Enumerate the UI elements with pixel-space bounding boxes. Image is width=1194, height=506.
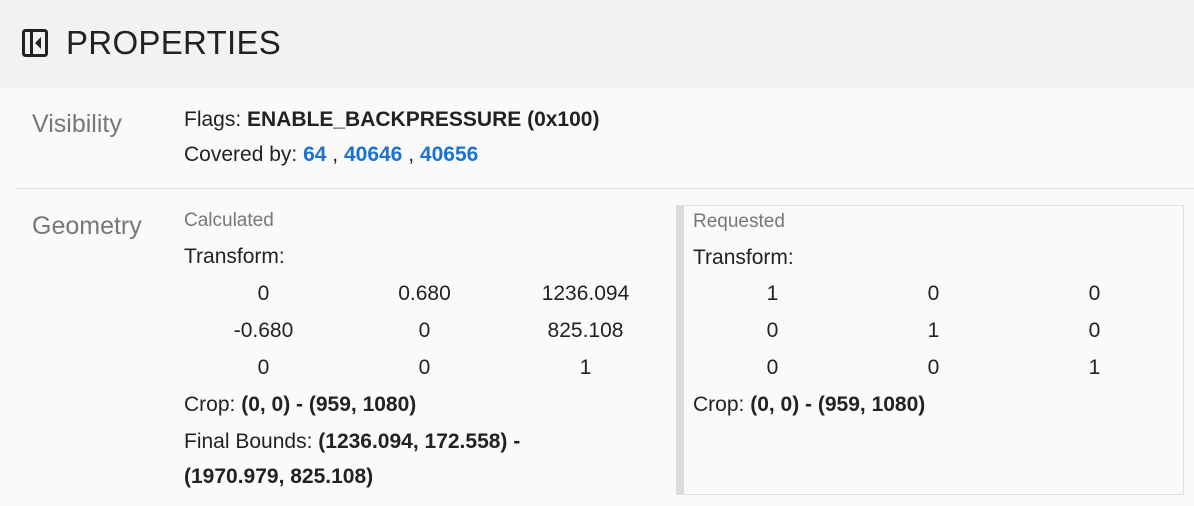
calculated-title: Calculated: [184, 210, 274, 231]
crop-line: Crop: (0, 0) - (959, 1080): [693, 393, 926, 416]
requested-title: Requested: [693, 211, 785, 232]
covered-by-link[interactable]: 40646: [343, 143, 403, 166]
final-bounds-line-2: (1970.979, 825.108): [184, 465, 374, 488]
matrix-row: -0.680 0 825.108: [233, 319, 624, 342]
covered-by-line: Covered by: 64 , 40646 , 40656: [184, 143, 479, 166]
covered-by-link[interactable]: 40656: [419, 143, 479, 166]
section-divider: [16, 188, 1194, 189]
covered-by-link[interactable]: 64: [303, 143, 327, 166]
visibility-label: Visibility: [32, 110, 122, 138]
collapse-panel-icon[interactable]: [22, 29, 48, 57]
transform-label: Transform:: [184, 245, 285, 268]
properties-header: PROPERTIES: [0, 0, 1194, 88]
matrix-row: 0 0.680 1236.094: [257, 282, 630, 305]
final-bounds-line: Final Bounds: (1236.094, 172.558) -: [184, 430, 521, 453]
transform-label: Transform:: [693, 246, 794, 269]
flags-value: ENABLE_BACKPRESSURE (0x100): [247, 108, 600, 131]
crop-line: Crop: (0, 0) - (959, 1080): [184, 393, 417, 416]
geometry-label: Geometry: [32, 212, 142, 240]
flags-line: Flags: ENABLE_BACKPRESSURE (0x100): [184, 108, 600, 131]
requested-section: [676, 205, 1184, 495]
panel-title: PROPERTIES: [66, 24, 282, 61]
